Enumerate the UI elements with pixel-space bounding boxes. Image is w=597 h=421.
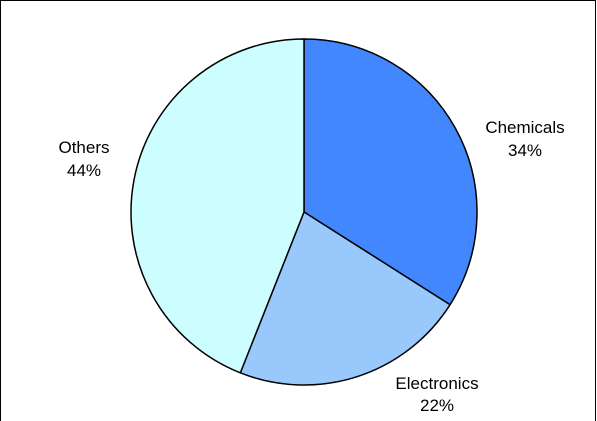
- slice-label-electronics: Electronics: [395, 374, 478, 393]
- slice-label-others: Others: [58, 138, 109, 157]
- slice-percent-chemicals: 34%: [508, 141, 542, 160]
- pie-slice-electronics: [239, 211, 451, 386]
- pie-slice-others: [130, 38, 305, 374]
- slice-percent-others: 44%: [67, 161, 101, 180]
- slice-percent-electronics: 22%: [420, 396, 454, 415]
- pie-labels: Chemicals 34% Electronics 22% Others 44%: [58, 118, 564, 415]
- pie-slices: [130, 38, 478, 386]
- slice-label-chemicals: Chemicals: [485, 118, 564, 137]
- pie-slice-chemicals: [303, 38, 478, 306]
